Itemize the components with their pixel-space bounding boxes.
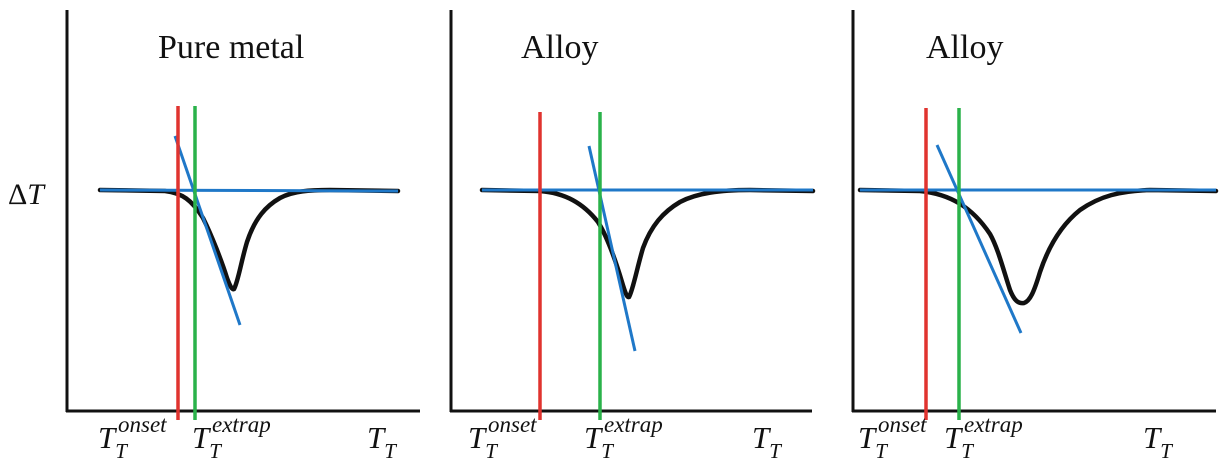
panel-1-tick-end-main: T <box>367 420 387 455</box>
panel-3-tick-extrap-main: T <box>944 420 964 455</box>
panel-1-title: Pure metal <box>158 29 304 66</box>
panel-3-title: Alloy <box>926 29 1003 66</box>
panel-2-title: Alloy <box>521 29 598 66</box>
panel-1-dta-curve <box>97 187 401 292</box>
panel-2-tick-end-main: T <box>752 420 772 455</box>
panel-alloy-2: Alloy TTonset TTextrap TT <box>851 10 1219 463</box>
panel-3-tick-end: TT <box>1143 420 1173 463</box>
panel-1-tick-extrap-sub: T <box>209 439 222 463</box>
panel-3-tick-onset-sub: T <box>875 439 888 463</box>
y-axis-label-delta: Δ <box>8 178 27 211</box>
panel-pure-metal: Pure metal TTonset TTextrap TT <box>65 10 420 463</box>
panel-alloy-1: Alloy TTonset TTextrap TT <box>449 10 816 463</box>
panel-1-baseline-tangent <box>99 188 399 193</box>
panel-1-tick-extrap-sup: extrap <box>212 412 271 437</box>
panel-3-tick-onset-sup: onset <box>878 412 927 437</box>
panel-2-tick-extrap-sub: T <box>601 439 614 463</box>
y-axis-label-symbol: T <box>27 178 46 211</box>
panel-3-tick-extrap: TTextrap <box>944 412 1023 463</box>
panel-1-tick-onset-sup: onset <box>118 412 167 437</box>
panel-2-tick-end-sub: T <box>769 439 782 463</box>
panel-2-tick-onset-sup: onset <box>488 412 537 437</box>
panel-3-tick-end-main: T <box>1143 420 1163 455</box>
panel-2-tick-extrap: TTextrap <box>584 412 663 463</box>
panel-2-tick-onset-main: T <box>468 420 488 455</box>
panel-1-tick-end: TT <box>367 420 397 463</box>
panel-3-tick-end-sub: T <box>1160 439 1173 463</box>
panel-3-tick-onset: TTonset <box>858 412 927 463</box>
panel-3-tick-extrap-sub: T <box>961 439 974 463</box>
panel-2-dta-curve <box>479 187 816 300</box>
panel-1-tick-extrap-main: T <box>192 420 212 455</box>
panel-3-tick-onset-main: T <box>858 420 878 455</box>
panel-2-tick-extrap-sup: extrap <box>604 412 663 437</box>
panel-1-tick-onset-main: T <box>98 420 118 455</box>
panel-1-tick-onset: TTonset <box>98 412 167 463</box>
panel-3-dta-curve <box>857 187 1219 306</box>
panel-1-tick-end-sub: T <box>384 439 397 463</box>
panel-2-tick-onset-sub: T <box>485 439 498 463</box>
panel-2-tick-extrap-main: T <box>584 420 604 455</box>
panel-2-slope-tangent <box>587 145 637 352</box>
panel-1-tick-extrap: TTextrap <box>192 412 271 463</box>
panel-2-tick-end: TT <box>752 420 782 463</box>
panel-1-slope-tangent <box>173 135 242 326</box>
panel-3-tick-extrap-sup: extrap <box>964 412 1023 437</box>
y-axis-label: ΔT <box>8 178 46 211</box>
panel-1-tick-onset-sub: T <box>115 439 128 463</box>
panel-2-tick-onset: TTonset <box>468 412 537 463</box>
panel-3-slope-tangent <box>935 144 1023 334</box>
